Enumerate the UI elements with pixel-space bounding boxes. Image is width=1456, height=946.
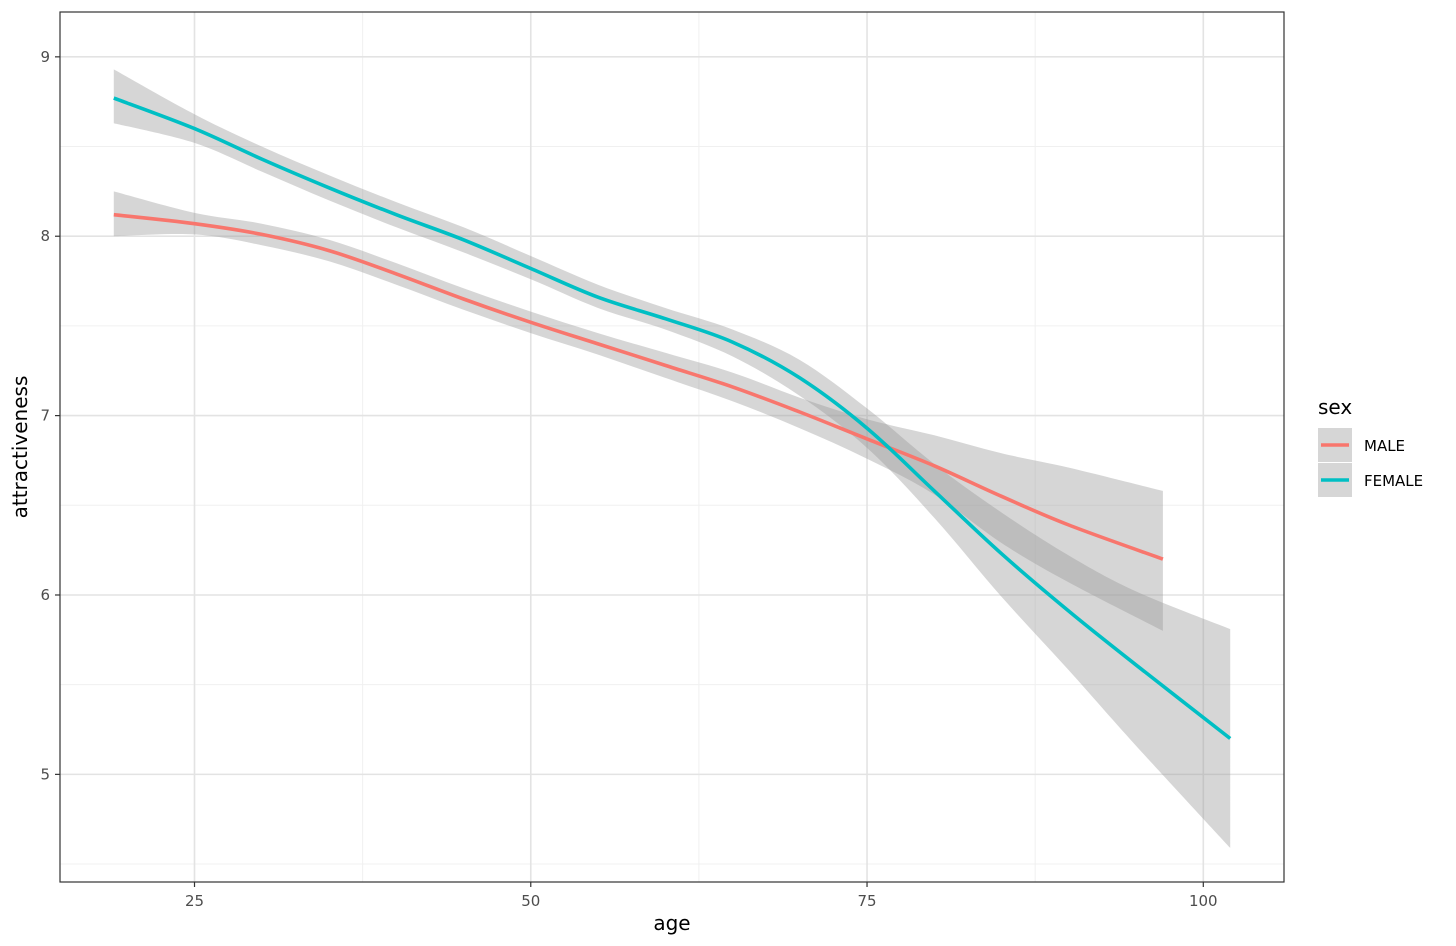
legend-label-female: FEMALE <box>1364 472 1423 490</box>
ribbon-male <box>113 191 1163 631</box>
y-tick-label: 5 <box>40 765 50 783</box>
legend: sex MALE FEMALE <box>1318 395 1423 497</box>
y-tick-label: 9 <box>40 48 50 66</box>
x-tick-label: 25 <box>185 892 204 910</box>
y-axis-title: attractiveness <box>8 376 32 519</box>
x-tick-label: 50 <box>521 892 540 910</box>
confidence-ribbons <box>113 69 1231 848</box>
legend-label-male: MALE <box>1364 437 1405 455</box>
y-tick-label: 8 <box>40 227 50 245</box>
grid-minor <box>60 12 1284 882</box>
series-line-male <box>113 212 1164 561</box>
series-line-female <box>113 96 1232 740</box>
smooth-lines <box>113 96 1232 740</box>
y-tick-label: 6 <box>40 586 50 604</box>
legend-title: sex <box>1318 395 1352 419</box>
x-axis-ticks: 25 50 75 100 <box>185 882 1218 910</box>
panel-border <box>59 11 1285 883</box>
panel-background <box>60 12 1284 882</box>
y-axis-ticks: 5 6 7 8 9 <box>40 48 60 783</box>
x-axis-title: age <box>653 911 690 935</box>
ribbon-female <box>113 69 1231 848</box>
y-tick-label: 7 <box>40 407 50 425</box>
x-tick-label: 75 <box>857 892 876 910</box>
x-tick-label: 100 <box>1189 892 1218 910</box>
